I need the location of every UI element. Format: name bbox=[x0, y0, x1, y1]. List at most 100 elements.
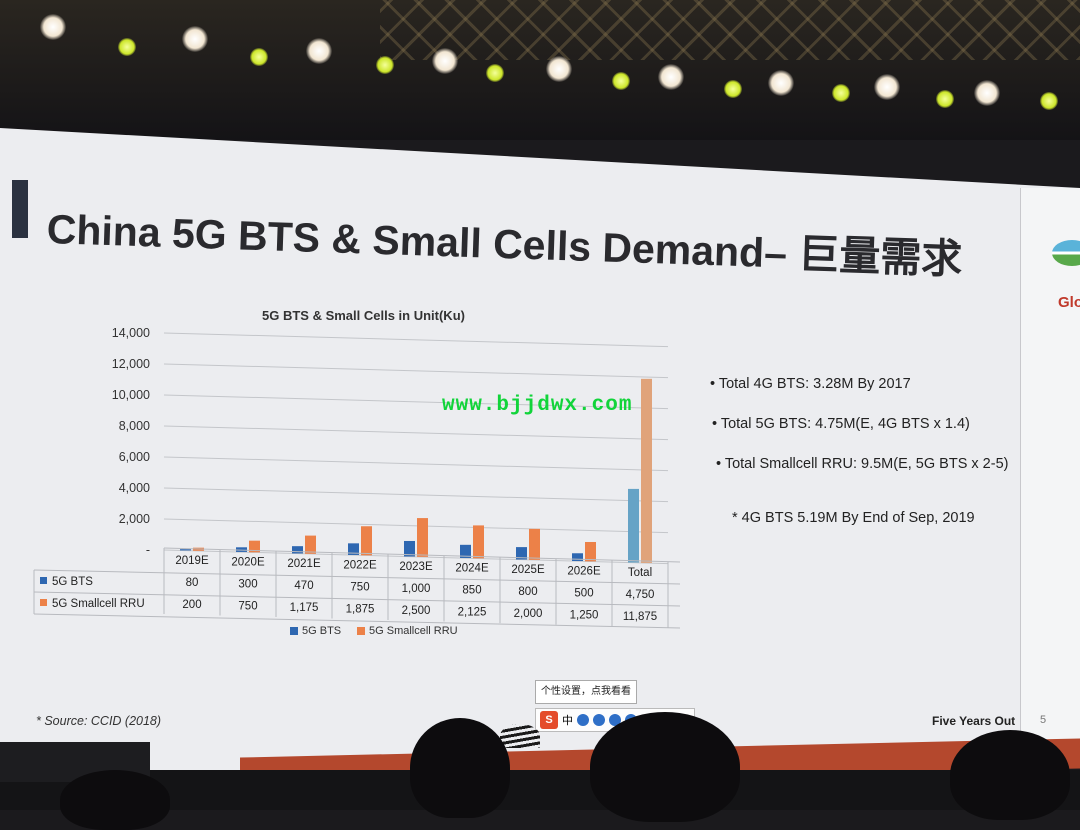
table-header-cell: 2026E bbox=[567, 565, 601, 577]
table-cell-smallcell: 2,125 bbox=[458, 606, 487, 618]
stage-light bbox=[768, 70, 794, 96]
table-cell-smallcell: 1,875 bbox=[346, 603, 375, 615]
gridline bbox=[163, 332, 669, 348]
table-header-cell: 2024E bbox=[455, 562, 489, 574]
legend-swatch-bts bbox=[290, 627, 298, 636]
table-row-swatch bbox=[40, 599, 47, 606]
table-row-label: 5G Smallcell RRU bbox=[52, 598, 145, 610]
stage-light bbox=[874, 74, 900, 100]
gridline bbox=[163, 549, 669, 565]
table-cell-bts: 1,000 bbox=[402, 583, 431, 595]
stage-light bbox=[658, 64, 684, 90]
bar-5g-bts bbox=[460, 544, 471, 558]
stage-light bbox=[936, 90, 954, 108]
y-tick-label: 8,000 bbox=[119, 419, 150, 433]
lighting-truss bbox=[380, 0, 1080, 60]
gridline bbox=[163, 394, 669, 410]
next-slide-panel bbox=[1020, 188, 1080, 748]
table-row-label: 5G BTS bbox=[52, 576, 93, 588]
stage-light bbox=[376, 56, 394, 74]
y-tick-label: 6,000 bbox=[119, 450, 150, 464]
table-rule bbox=[33, 591, 681, 607]
table-cell-smallcell: 2,000 bbox=[514, 608, 543, 620]
gridline bbox=[163, 363, 669, 379]
audience-head bbox=[60, 770, 170, 830]
watermark-text: www.bjjdwx.com bbox=[442, 394, 633, 417]
table-cell-bts: 4,750 bbox=[626, 589, 655, 601]
stage-light bbox=[546, 56, 572, 82]
stage-light bbox=[724, 80, 742, 98]
table-header-cell: 2025E bbox=[511, 564, 545, 576]
legend-label-bts: 5G BTS bbox=[302, 625, 342, 637]
richardson-logo-icon bbox=[500, 724, 540, 748]
bar-5g-smallcell bbox=[529, 528, 540, 560]
bullet-5g-total: • Total 5G BTS: 4.75M(E, 4G BTS x 1.4) bbox=[712, 416, 970, 432]
gridline bbox=[163, 487, 669, 503]
table-rule bbox=[163, 547, 681, 563]
stage-light bbox=[40, 14, 66, 40]
bar-5g-smallcell bbox=[305, 535, 316, 554]
bar-5g-smallcell bbox=[417, 518, 428, 557]
table-row-swatch bbox=[40, 577, 47, 584]
table-cell-smallcell: 750 bbox=[238, 600, 257, 612]
bar-5g-bts bbox=[572, 553, 583, 562]
emoji-icon[interactable] bbox=[577, 714, 589, 726]
stage-light bbox=[1040, 92, 1058, 110]
table-cell-smallcell: 11,875 bbox=[623, 611, 657, 623]
audience-head bbox=[590, 712, 740, 822]
title-accent-bar bbox=[12, 180, 28, 238]
y-tick-label: - bbox=[146, 543, 150, 557]
microphone-icon[interactable] bbox=[593, 714, 605, 726]
stage-background bbox=[0, 0, 1080, 140]
chart-title: 5G BTS & Small Cells in Unit(Ku) bbox=[262, 308, 465, 323]
projection-screen bbox=[0, 128, 1080, 778]
y-tick-label: 12,000 bbox=[112, 357, 150, 371]
bullet-4g-total: • Total 4G BTS: 3.28M By 2017 bbox=[710, 376, 911, 392]
table-cell-smallcell: 1,175 bbox=[290, 602, 319, 614]
bar-5g-bts bbox=[516, 547, 527, 560]
table-cell-bts: 300 bbox=[238, 578, 257, 590]
ime-mode-label[interactable]: 中 bbox=[562, 715, 573, 727]
bar-5g-smallcell bbox=[361, 526, 372, 556]
table-cell-smallcell: 200 bbox=[182, 599, 201, 611]
legend-smallcell: 5G Smallcell RRU bbox=[357, 625, 458, 637]
gridline bbox=[163, 425, 669, 441]
bar-5g-bts bbox=[348, 543, 359, 555]
stage-light bbox=[250, 48, 268, 66]
bar-5g-smallcell bbox=[473, 525, 484, 559]
page-number: 5 bbox=[1040, 714, 1047, 726]
gridline bbox=[163, 456, 669, 472]
bar-5g-bts bbox=[292, 546, 303, 554]
ime-tooltip[interactable]: 个性设置，点我看看 bbox=[535, 680, 637, 704]
table-cell-bts: 750 bbox=[350, 581, 369, 593]
side-panel-text: Glo bbox=[1058, 294, 1080, 311]
table-rule bbox=[33, 613, 681, 629]
bar-5g-bts bbox=[404, 540, 415, 557]
table-header-cell: 2022E bbox=[343, 559, 377, 571]
table-cell-bts: 80 bbox=[186, 577, 199, 589]
bar-5g-smallcell bbox=[249, 540, 260, 553]
footer-brand: Five Years Out bbox=[932, 714, 1016, 728]
gridline bbox=[163, 518, 669, 534]
stage-light bbox=[118, 38, 136, 56]
table-cell-smallcell: 2,500 bbox=[402, 605, 431, 617]
source-note: * Source: CCID (2018) bbox=[36, 714, 162, 728]
audience-head bbox=[950, 730, 1070, 820]
sogou-logo-icon[interactable]: S bbox=[540, 711, 558, 729]
legend-bts: 5G BTS bbox=[290, 625, 341, 637]
table-rule bbox=[33, 569, 681, 585]
stage-light bbox=[974, 80, 1000, 106]
y-tick-label: 4,000 bbox=[119, 481, 150, 495]
table-cell-bts: 500 bbox=[574, 587, 593, 599]
y-tick-label: 10,000 bbox=[112, 388, 150, 402]
table-header-cell: 2019E bbox=[175, 555, 209, 567]
table-cell-bts: 800 bbox=[518, 586, 537, 598]
stage-light bbox=[832, 84, 850, 102]
table-cell-bts: 850 bbox=[462, 584, 481, 596]
bar-5g-smallcell bbox=[641, 378, 652, 563]
bar-5g-bts bbox=[628, 488, 639, 563]
globe-logo-icon bbox=[1052, 240, 1080, 266]
table-header-cell: 2023E bbox=[399, 561, 433, 573]
bar-5g-bts bbox=[180, 549, 191, 551]
stage-light bbox=[306, 38, 332, 64]
